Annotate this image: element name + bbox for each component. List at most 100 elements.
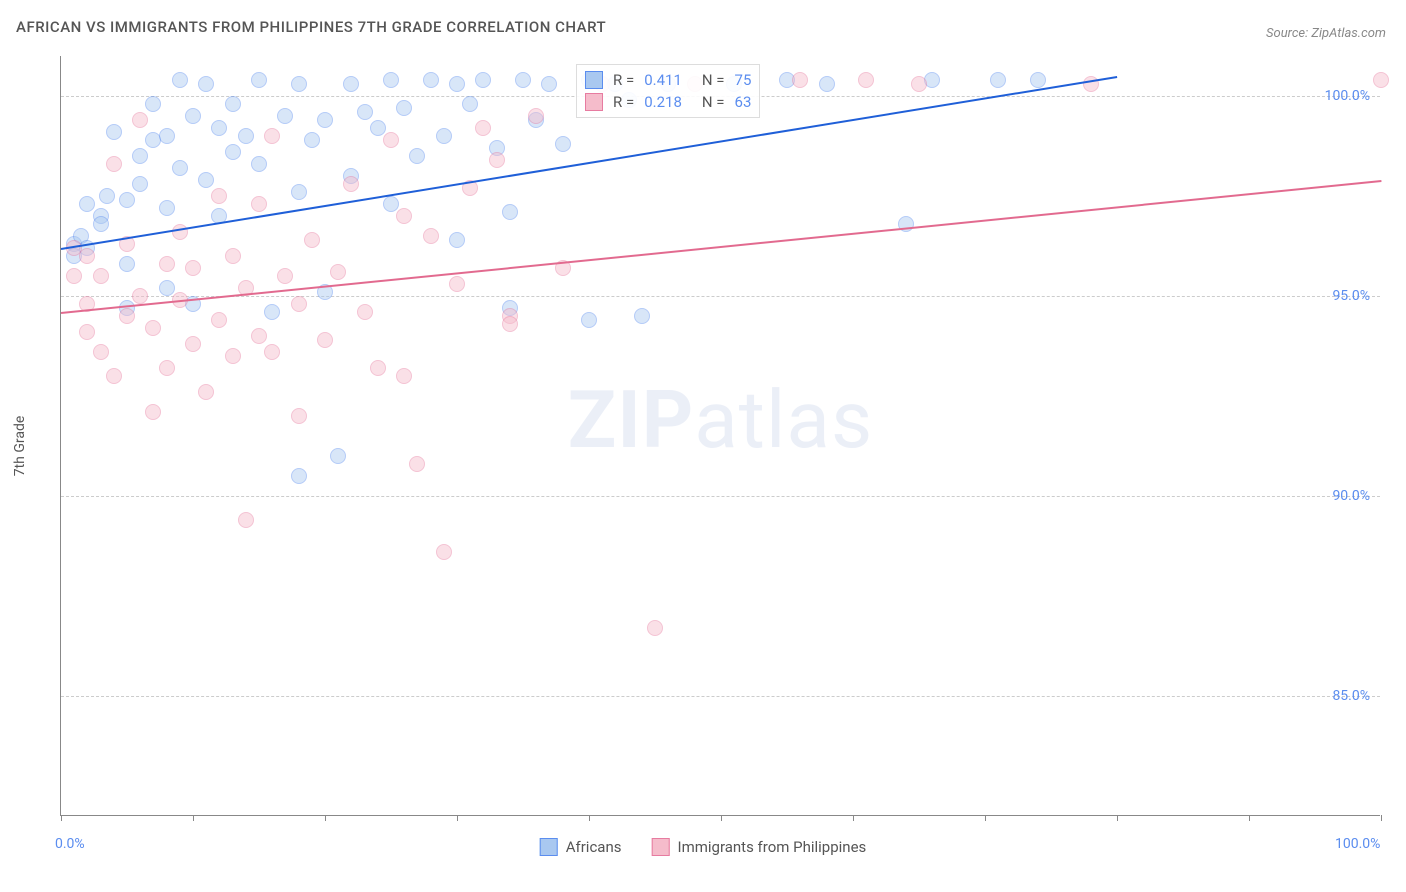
scatter-point	[93, 344, 109, 360]
scatter-point	[911, 76, 927, 92]
scatter-point	[291, 296, 307, 312]
series-swatch	[585, 71, 603, 89]
scatter-point	[449, 232, 465, 248]
scatter-point	[291, 468, 307, 484]
scatter-point	[251, 196, 267, 212]
scatter-point	[172, 72, 188, 88]
scatter-point	[1373, 72, 1389, 88]
x-tick-label: 100.0%	[1335, 836, 1380, 852]
gridline	[61, 696, 1380, 697]
scatter-point	[634, 308, 650, 324]
scatter-point	[225, 348, 241, 364]
scatter-point	[330, 264, 346, 280]
scatter-point	[264, 128, 280, 144]
scatter-point	[251, 72, 267, 88]
scatter-point	[383, 72, 399, 88]
series-swatch	[585, 93, 603, 111]
scatter-point	[489, 152, 505, 168]
correlation-stats-box: R =0.411N =75R =0.218N =63	[576, 64, 760, 118]
scatter-point	[119, 256, 135, 272]
watermark: ZIPatlas	[568, 373, 873, 467]
scatter-point	[225, 96, 241, 112]
legend-label: Africans	[566, 838, 622, 856]
scatter-point	[93, 268, 109, 284]
scatter-point	[264, 304, 280, 320]
stat-r-label: R =	[613, 71, 634, 89]
scatter-point	[370, 120, 386, 136]
scatter-point	[119, 308, 135, 324]
scatter-point	[291, 184, 307, 200]
scatter-point	[515, 72, 531, 88]
scatter-point	[79, 196, 95, 212]
scatter-point	[858, 72, 874, 88]
scatter-point	[423, 72, 439, 88]
scatter-point	[185, 336, 201, 352]
scatter-point	[792, 72, 808, 88]
x-tick	[1117, 815, 1118, 821]
scatter-point	[330, 448, 346, 464]
stat-r-value: 0.411	[644, 71, 682, 89]
scatter-point	[409, 456, 425, 472]
scatter-point	[99, 188, 115, 204]
scatter-point	[132, 288, 148, 304]
scatter-point	[449, 276, 465, 292]
scatter-point	[159, 360, 175, 376]
scatter-point	[211, 312, 227, 328]
x-tick	[325, 815, 326, 821]
legend: Africans Immigrants from Philippines	[540, 838, 867, 856]
stat-r-label: R =	[613, 93, 634, 111]
legend-label: Immigrants from Philippines	[677, 838, 866, 856]
scatter-point	[132, 176, 148, 192]
scatter-point	[647, 620, 663, 636]
scatter-point	[449, 76, 465, 92]
scatter-point	[211, 120, 227, 136]
stats-row: R =0.218N =63	[585, 91, 751, 113]
scatter-point	[475, 120, 491, 136]
scatter-point	[423, 228, 439, 244]
legend-item: Africans	[540, 838, 622, 856]
scatter-point	[93, 216, 109, 232]
scatter-point	[475, 72, 491, 88]
source-attribution: Source: ZipAtlas.com	[1266, 26, 1386, 41]
scatter-point	[185, 108, 201, 124]
y-tick-label: 95.0%	[1332, 288, 1370, 304]
scatter-point	[581, 312, 597, 328]
scatter-point	[159, 256, 175, 272]
scatter-point	[396, 208, 412, 224]
x-tick	[61, 815, 62, 821]
scatter-point	[66, 268, 82, 284]
x-tick-label: 0.0%	[55, 836, 85, 852]
scatter-point	[383, 196, 399, 212]
stat-r-value: 0.218	[644, 93, 682, 111]
scatter-point	[502, 204, 518, 220]
stat-n-value: 75	[735, 71, 752, 89]
scatter-point	[264, 344, 280, 360]
scatter-point	[396, 100, 412, 116]
scatter-point	[357, 104, 373, 120]
scatter-point	[225, 248, 241, 264]
scatter-point	[106, 124, 122, 140]
scatter-point	[462, 96, 478, 112]
scatter-point	[277, 268, 293, 284]
scatter-point	[277, 108, 293, 124]
scatter-point	[436, 128, 452, 144]
scatter-point	[225, 144, 241, 160]
y-tick-label: 85.0%	[1332, 688, 1370, 704]
x-tick	[985, 815, 986, 821]
x-tick	[589, 815, 590, 821]
x-tick	[1381, 815, 1382, 821]
scatter-point	[106, 156, 122, 172]
y-tick-label: 90.0%	[1332, 488, 1370, 504]
y-tick-label: 100.0%	[1325, 88, 1370, 104]
scatter-point	[145, 320, 161, 336]
scatter-point	[238, 512, 254, 528]
stats-row: R =0.411N =75	[585, 69, 751, 91]
scatter-point	[159, 128, 175, 144]
scatter-point	[159, 200, 175, 216]
gridline	[61, 296, 1380, 297]
scatter-point	[79, 324, 95, 340]
scatter-point	[383, 132, 399, 148]
y-axis-label: 7th Grade	[12, 416, 28, 477]
scatter-point	[198, 76, 214, 92]
scatter-point	[172, 160, 188, 176]
